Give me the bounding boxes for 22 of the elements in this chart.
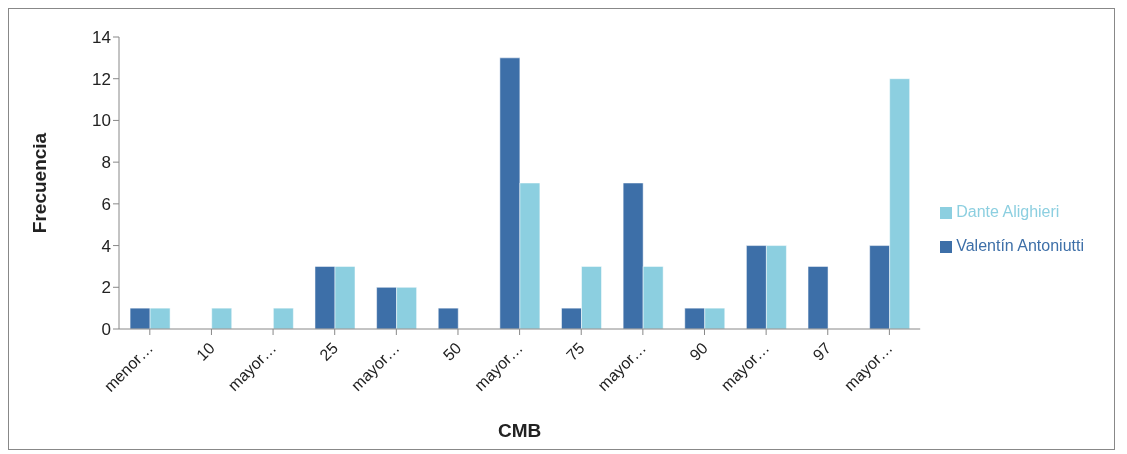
y-tick-label: 2 — [101, 278, 111, 298]
legend-label: Valentín Antoniutti — [956, 237, 1084, 254]
x-tick-label: 90 — [686, 339, 711, 364]
y-tick-label: 8 — [101, 153, 111, 173]
bar — [273, 307, 294, 329]
y-tick-label: 0 — [101, 320, 111, 340]
y-tick-label: 10 — [92, 111, 111, 131]
x-tick-label: 97 — [809, 339, 835, 364]
x-axis-title: CMB — [497, 420, 542, 441]
y-tick-label: 12 — [92, 69, 111, 89]
x-tick-label: 25 — [316, 339, 342, 364]
y-tick-label: 14 — [92, 28, 111, 48]
bar — [438, 307, 459, 329]
bar — [211, 307, 232, 329]
y-tick-label: 6 — [101, 194, 111, 214]
y-tick-label: 4 — [101, 236, 111, 256]
x-tick-label: 75 — [562, 339, 588, 364]
x-tick-label: 10 — [193, 339, 218, 364]
x-tick-label: 50 — [439, 339, 465, 364]
bar — [807, 266, 829, 329]
legend-label: Dante Alighieri — [956, 203, 1060, 220]
y-axis-title: Frecuencia — [28, 132, 50, 234]
